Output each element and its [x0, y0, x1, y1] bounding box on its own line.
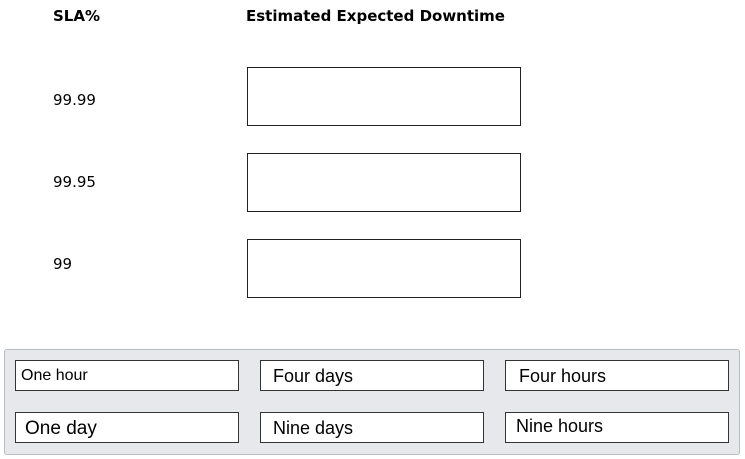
downtime-drop-target-9995[interactable]	[247, 153, 521, 212]
downtime-drop-target-99[interactable]	[247, 239, 521, 298]
option-tile-label: One day	[25, 418, 97, 439]
option-tile-label: Nine hours	[516, 416, 604, 436]
sla-column-header: SLA%	[53, 7, 100, 25]
option-tile-four-hours[interactable]: Four hours	[505, 360, 729, 391]
sla-label-99: 99	[53, 255, 73, 273]
option-tile-one-hour[interactable]: One hour	[15, 360, 239, 391]
downtime-drop-target-9999[interactable]	[247, 67, 521, 126]
sla-label-9999: 99.99	[53, 91, 96, 109]
option-tile-nine-hours[interactable]: Nine hours	[505, 412, 729, 443]
answer-options-tray: One hour Four days Four hours One day Ni…	[4, 349, 740, 455]
option-tile-label: Four hours	[519, 366, 607, 386]
option-tile-one-day[interactable]: One day	[15, 412, 239, 443]
option-tile-label: Four days	[273, 366, 354, 386]
option-tile-four-days[interactable]: Four days	[260, 360, 484, 391]
option-tile-nine-days[interactable]: Nine days	[260, 412, 484, 443]
downtime-column-header: Estimated Expected Downtime	[246, 7, 505, 25]
option-tile-label: Nine days	[273, 418, 354, 438]
option-tile-label: One hour	[21, 367, 88, 384]
sla-label-9995: 99.95	[53, 173, 96, 191]
